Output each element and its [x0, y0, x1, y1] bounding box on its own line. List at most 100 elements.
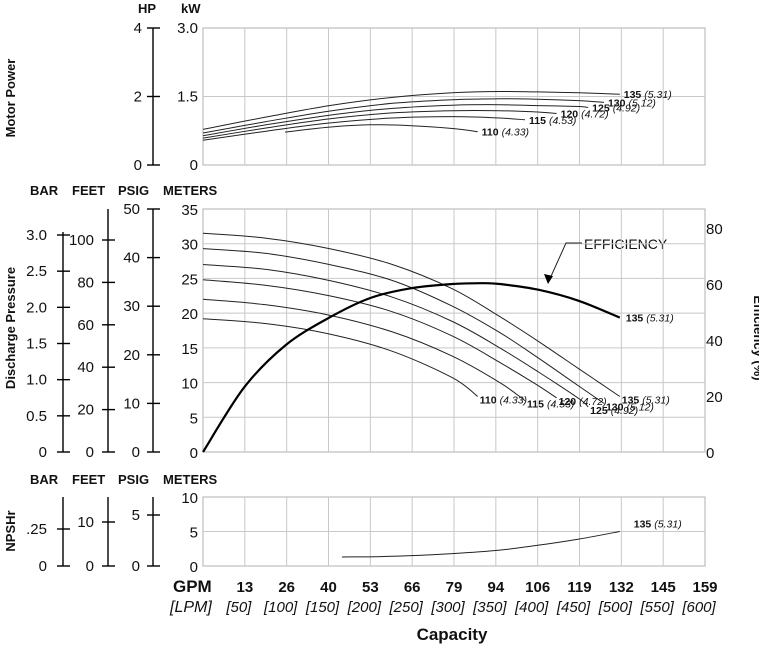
npshr-bar-axis-tick-label: .25	[26, 521, 47, 538]
npshr-axis-title: NPSHr	[3, 510, 18, 551]
efficiency-curve-label: 135 (5.31)	[626, 313, 674, 325]
feet-axis-tick-label: 40	[77, 359, 94, 376]
feet-axis-tick-label: 0	[86, 444, 94, 461]
npshr-psig-unit-label: PSIG	[118, 472, 149, 487]
capacity-axis-title: Capacity	[417, 625, 488, 644]
gpm-label: GPM	[173, 577, 212, 596]
gpm-tick-label: 119	[567, 579, 591, 596]
pressure-curve-130	[202, 248, 605, 404]
psig-axis-tick-label: 50	[123, 201, 140, 218]
gpm-tick-label: 26	[278, 579, 295, 596]
pressure-curve-label-125: 125 (4.92)	[590, 405, 638, 417]
pressure-curve-label-115: 115 (4.53)	[527, 399, 574, 411]
pressure-unit-labels: BAR FEET PSIG METERS	[30, 183, 218, 198]
pressure-curve-125	[202, 264, 589, 408]
npshr-feet-axis-tick-label: 10	[77, 514, 94, 531]
kw-unit-label: kW	[181, 1, 201, 16]
lpm-tick-label: [450]	[556, 599, 591, 616]
meters-unit-label: METERS	[163, 183, 218, 198]
gpm-tick-label: 159	[692, 579, 717, 596]
feet-axis-tick-label: 20	[77, 402, 94, 419]
npshr-meters-tick-label: 5	[190, 525, 198, 542]
pressure-curve-115	[202, 298, 526, 402]
npshr-psig-axis-tick-label: 0	[132, 558, 140, 575]
bar-axis-tick-label: 3.0	[26, 227, 47, 244]
lpm-tick-label: [550]	[639, 599, 674, 616]
gpm-tick-label: 132	[609, 579, 634, 596]
lpm-tick-label: [350]	[472, 599, 507, 616]
gpm-tick-label: 53	[362, 579, 379, 596]
feet-axis-tick-label: 100	[69, 232, 94, 249]
lpm-tick-label: [200]	[347, 599, 382, 616]
meters-tick-label: 10	[181, 376, 198, 393]
npshr-feet-unit-label: FEET	[72, 472, 105, 487]
gpm-tick-label: 145	[651, 579, 676, 596]
lpm-tick-label: [400]	[514, 599, 549, 616]
pressure-curve-label-110: 110 (4.33)	[480, 394, 527, 406]
power-curve-label-115: 115 (4.53)	[529, 115, 576, 127]
psig-axis-tick-label: 40	[123, 250, 140, 267]
efficiency-tick-label: 0	[706, 445, 714, 462]
gpm-tick-label: 66	[404, 579, 421, 596]
motor-power-axis-title: Motor Power	[3, 59, 18, 138]
pressure-curve-110	[202, 318, 479, 397]
efficiency-callout-arrowhead	[544, 274, 553, 284]
lpm-tick-label: [250]	[388, 599, 423, 616]
npshr-bar-axis-tick-label: 0	[39, 558, 47, 575]
feet-unit-label: FEET	[72, 183, 105, 198]
psig-axis-tick-label: 30	[123, 298, 140, 315]
power-curve-label-130: 130 (5.12)	[608, 97, 656, 109]
power-curve-110	[285, 124, 478, 133]
bar-axis-tick-label: 1.5	[26, 336, 47, 353]
psig-axis-tick-label: 0	[132, 444, 140, 461]
efficiency-curve	[202, 282, 621, 453]
gpm-tick-label: 94	[487, 579, 504, 596]
power-curve-115	[202, 116, 526, 141]
npshr-bar-unit-label: BAR	[30, 472, 59, 487]
meters-tick-label: 20	[181, 306, 198, 323]
npshr-meters-unit-label: METERS	[163, 472, 218, 487]
npshr-unit-labels: BAR FEET PSIG METERS	[30, 472, 218, 487]
lpm-tick-label: [500]	[598, 599, 633, 616]
npshr-curve-label-135: 135 (5.31)	[634, 519, 682, 531]
npshr-meters-tick-label: 10	[181, 490, 198, 507]
meters-tick-label: 30	[181, 237, 198, 254]
pressure-curve-label-120: 120 (4.72)	[559, 396, 607, 408]
kw-tick-label: 1.5	[177, 89, 198, 106]
efficiency-tick-label: 80	[706, 221, 723, 238]
efficiency-tick-label: 20	[706, 389, 723, 406]
efficiency-axis-title: Efficiency (%)	[751, 295, 759, 380]
pressure-curve-135	[202, 232, 621, 397]
bar-axis-tick-label: 0.5	[26, 408, 47, 425]
feet-axis-tick-label: 60	[77, 317, 94, 334]
power-curve-135	[202, 90, 620, 130]
power-curve-label-125: 125 (4.92)	[592, 102, 640, 114]
meters-tick-label: 35	[181, 202, 198, 219]
psig-axis-tick-label: 10	[123, 395, 140, 412]
chart-plot-content: 4203.01.503.02.52.01.51.00.5010080604020…	[26, 20, 723, 616]
meters-tick-label: 25	[181, 271, 198, 288]
power-curve-label-135: 135 (5.31)	[624, 89, 672, 101]
hp-axis-tick-label: 2	[134, 89, 142, 106]
discharge-pressure-axis-title: Discharge Pressure	[3, 267, 18, 389]
psig-axis-tick-label: 20	[123, 347, 140, 364]
gpm-tick-label: 106	[525, 579, 550, 596]
meters-tick-label: 5	[190, 410, 198, 427]
efficiency-tick-label: 40	[706, 333, 723, 350]
power-curve-130	[202, 98, 605, 134]
pressure-curve-label-130: 130 (5.12)	[606, 401, 654, 413]
bar-axis-tick-label: 2.5	[26, 263, 47, 280]
pressure-curve-label-135: 135 (5.31)	[622, 394, 670, 406]
lpm-tick-label: [50]	[225, 599, 252, 616]
npshr-meters-tick-label: 0	[190, 559, 198, 576]
gpm-tick-label: 40	[320, 579, 337, 596]
power-unit-labels: HP kW	[138, 1, 201, 16]
meters-tick-label: 15	[181, 341, 198, 358]
lpm-tick-label: [150]	[305, 599, 340, 616]
bar-unit-label: BAR	[30, 183, 59, 198]
efficiency-tick-label: 60	[706, 277, 723, 294]
lpm-tick-label: [100]	[263, 599, 298, 616]
efficiency-callout-leader	[547, 242, 582, 284]
bar-axis-tick-label: 1.0	[26, 372, 47, 389]
